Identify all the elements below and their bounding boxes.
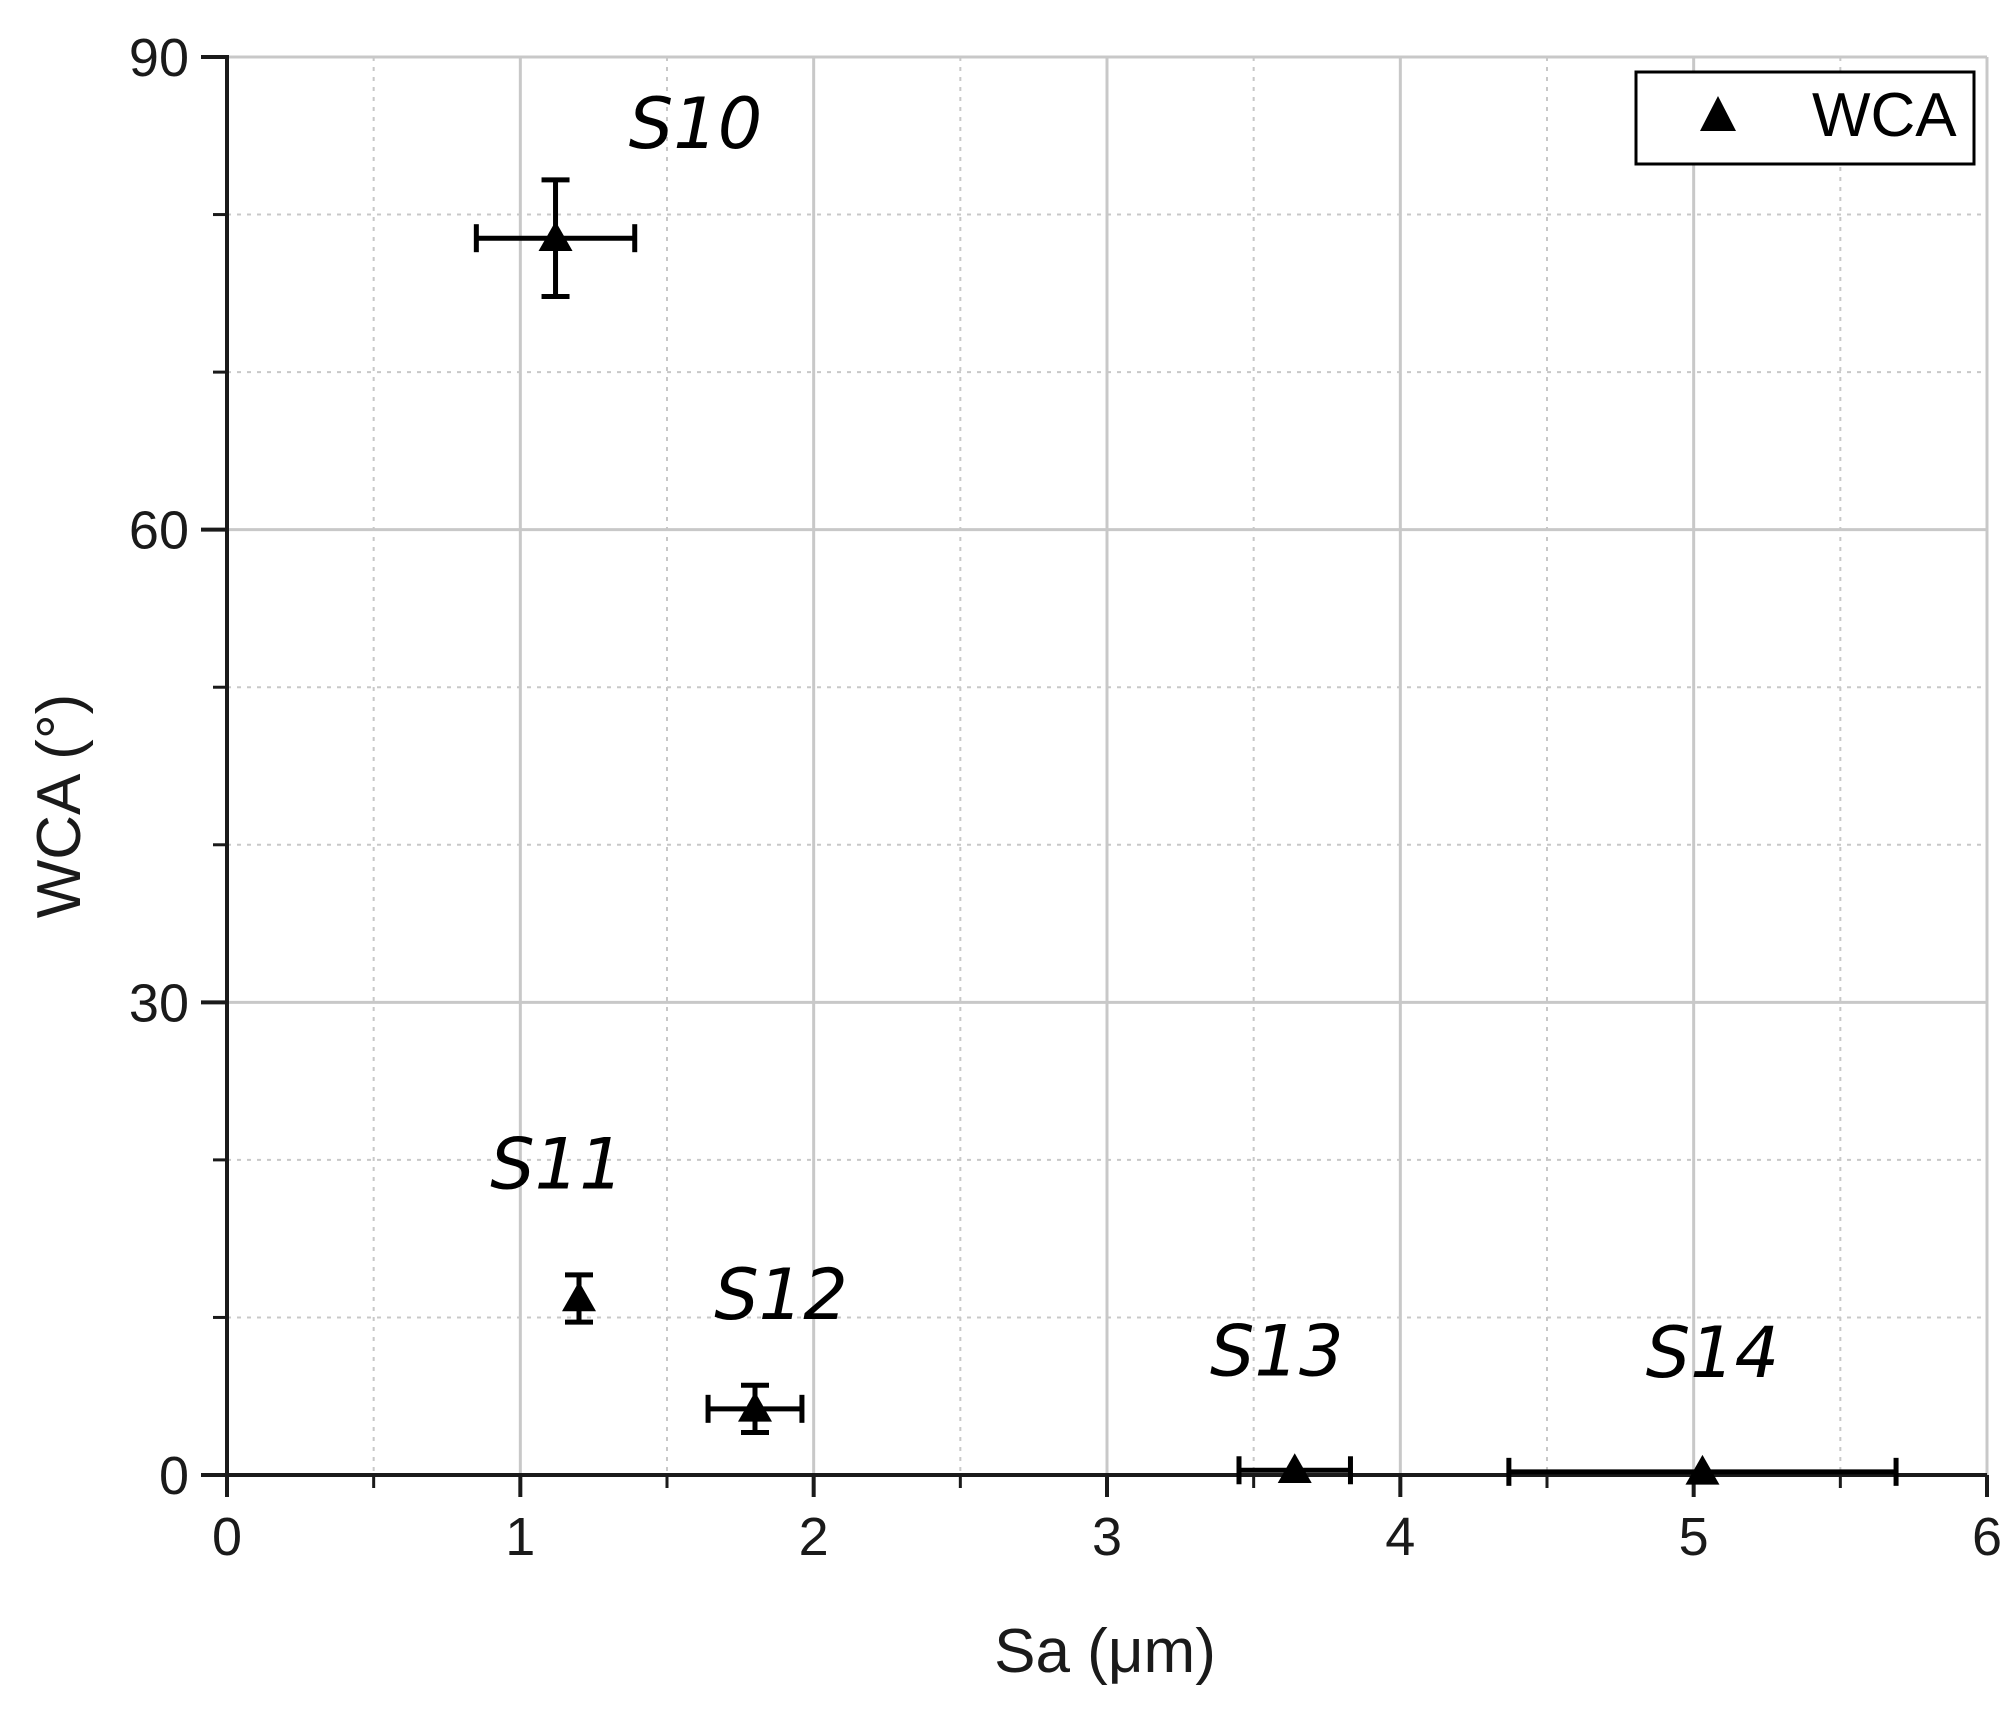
y-axis-title: WCA (°) [25,694,94,919]
point-label: S11 [490,1124,624,1206]
legend-triangle-icon [1700,96,1736,131]
x-tick-label: 1 [505,1507,535,1567]
triangle-marker [1277,1453,1312,1484]
y-tick-label: 0 [159,1446,189,1506]
y-tick-label: 30 [129,973,189,1033]
y-tick-label: 60 [129,501,189,561]
legend-label-wca: WCA [1812,81,1957,150]
legend: WCA [1634,70,1976,166]
point-label: S12 [714,1254,848,1336]
triangle-marker [538,221,573,251]
x-tick-label: 0 [212,1507,242,1567]
legend-box [1634,70,1976,166]
x-tick-label: 5 [1679,1507,1709,1567]
triangle-marker [738,1391,772,1422]
x-tick-label: 3 [1092,1507,1122,1567]
data-point-s14: S14 [1506,1312,1899,1486]
x-axis-title: Sa (μm) [994,1617,1216,1686]
x-tick-label: 2 [799,1507,829,1567]
point-label: S10 [629,83,763,165]
point-label: S14 [1646,1312,1780,1394]
data-point-s10: S10 [473,83,763,299]
data-point-s11: S11 [490,1124,624,1325]
point-label: S13 [1210,1310,1344,1392]
x-tick-label: 4 [1385,1507,1415,1567]
data-points: S10 S11 S12 S13 S14 [473,83,1899,1486]
y-tick-label: 90 [129,28,189,88]
grid [227,55,1989,1475]
x-tick-label: 6 [1972,1507,2002,1567]
triangle-marker [562,1281,596,1312]
data-point-s13: S13 [1210,1310,1353,1485]
data-point-s12: S12 [705,1254,848,1435]
triangle-marker [1685,1454,1720,1485]
